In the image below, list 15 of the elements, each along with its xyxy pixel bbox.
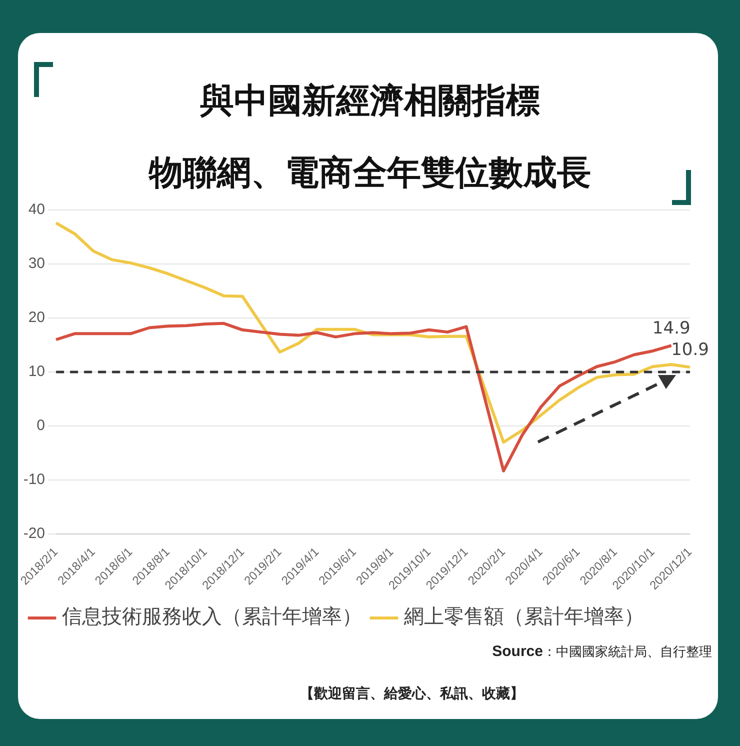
y-tick-label: 10 bbox=[28, 363, 46, 380]
legend-label: 信息技術服務收入（累計年增率） bbox=[62, 604, 362, 628]
y-tick-label: 40 bbox=[28, 201, 46, 218]
legend-label: 網上零售額（累計年增率） bbox=[403, 604, 644, 628]
y-tick-label: 0 bbox=[36, 417, 46, 434]
y-tick-label: 20 bbox=[28, 309, 46, 326]
source-note: Source：中國國家統計局、自行整理 bbox=[492, 643, 712, 661]
y-tick-label: -20 bbox=[23, 525, 46, 542]
y-tick-label: 30 bbox=[28, 255, 46, 272]
data-label: 14.9 bbox=[652, 318, 690, 338]
data-label: 10.9 bbox=[671, 340, 709, 360]
chart-title: 與中國新經濟相關指標 bbox=[199, 80, 541, 123]
y-tick-label: -10 bbox=[23, 471, 46, 488]
text: 【歡迎留言、給愛心、私訊、收藏】 bbox=[300, 685, 524, 703]
chart-subtitle: 物聯網、電商全年雙位數成長 bbox=[148, 152, 592, 195]
